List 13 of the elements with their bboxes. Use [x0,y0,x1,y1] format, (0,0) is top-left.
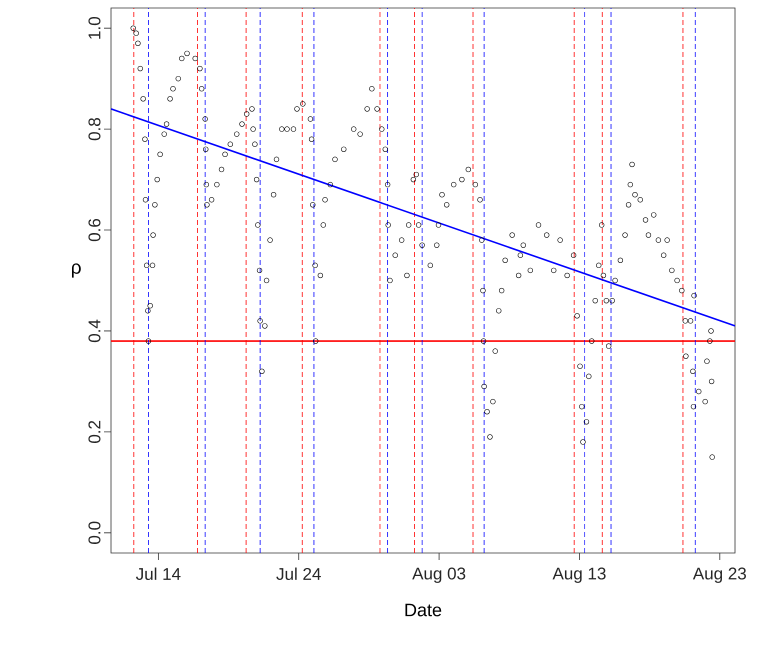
y-tick-label: 0.4 [88,320,100,342]
x-tick-label: Aug 13 [552,568,606,583]
y-axis-title: ρ [72,263,81,278]
y-tick-label: 0.6 [88,218,100,242]
x-axis-title: Date [405,604,442,616]
x-tick-label: Jul 24 [276,568,321,580]
y-tick-label: 0.2 [88,420,100,444]
y-tick-label: 0.8 [88,118,100,140]
x-tick-label: Aug 23 [692,568,746,583]
x-tick-label: Aug 03 [412,568,466,583]
x-tick-label: Jul 14 [136,568,181,580]
y-tick-label: 1.0 [88,17,100,39]
y-tick-label: 0.0 [88,522,100,544]
